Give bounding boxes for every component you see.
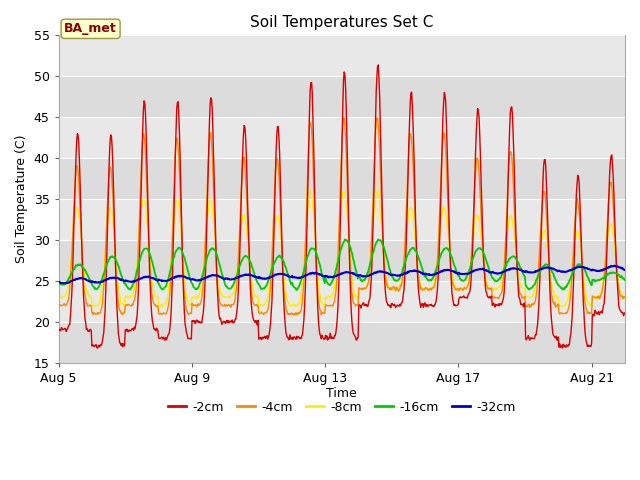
Bar xyxy=(59,158,625,199)
Y-axis label: Soil Temperature (C): Soil Temperature (C) xyxy=(15,135,28,263)
X-axis label: Time: Time xyxy=(326,387,357,400)
Bar xyxy=(59,36,625,76)
Title: Soil Temperatures Set C: Soil Temperatures Set C xyxy=(250,15,433,30)
Bar xyxy=(59,240,625,281)
Bar xyxy=(59,281,625,322)
Bar xyxy=(59,322,625,362)
Text: BA_met: BA_met xyxy=(64,23,117,36)
Bar xyxy=(59,76,625,117)
Bar xyxy=(59,117,625,158)
Legend: -2cm, -4cm, -8cm, -16cm, -32cm: -2cm, -4cm, -8cm, -16cm, -32cm xyxy=(163,396,521,419)
Bar xyxy=(59,199,625,240)
